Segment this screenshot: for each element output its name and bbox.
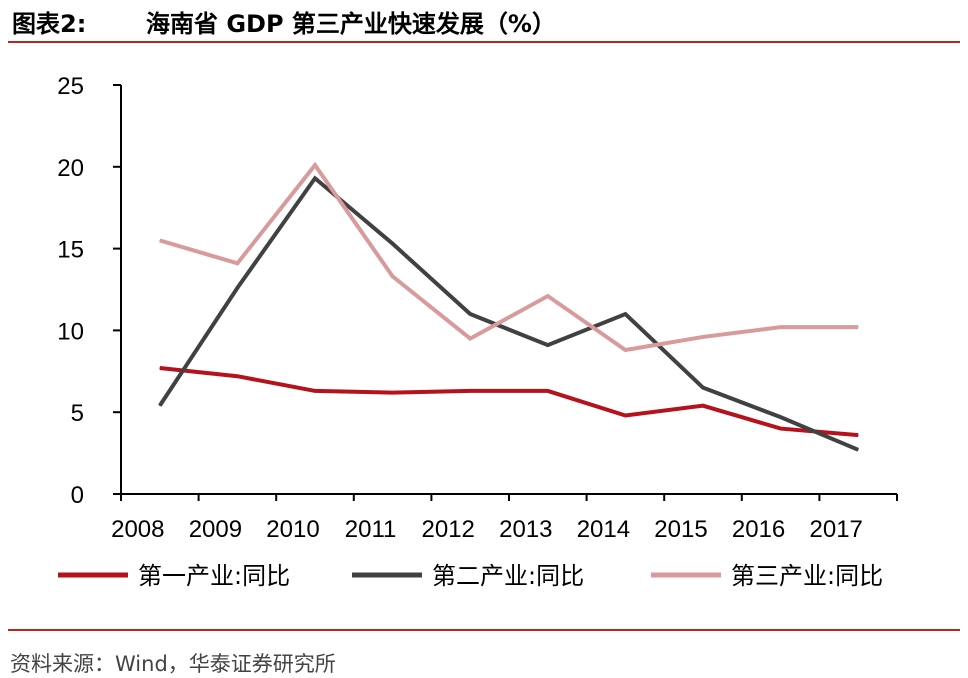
series-1-point [547,390,549,392]
series-3-point [392,275,394,277]
series-3-point [857,326,859,328]
x-tick-label: 2009 [189,516,242,543]
top-divider [8,41,960,43]
chart-axes [113,84,898,501]
y-tick-label: 15 [57,237,84,264]
series-3-point [702,336,704,338]
series-2-point [857,449,859,451]
y-tick-label: 20 [57,155,84,182]
figure-header: 图表2: 海南省 GDP 第三产业快速发展（%） [8,2,960,38]
series-3-point [236,262,238,264]
x-tick-label: 2011 [345,516,397,543]
series-2-point [236,287,238,289]
series-1-point [702,405,704,407]
figure-label: 图表2: [12,10,87,38]
series-2-point [547,344,549,346]
y-tick-labels: 0 5 10 15 20 25 [57,73,84,509]
x-tick-label: 2017 [810,516,863,543]
series-2-point [469,313,471,315]
y-tick-label: 0 [71,482,84,509]
series-3-point [159,239,161,241]
y-tick-label: 25 [57,73,84,100]
series-2-point [392,243,394,245]
series-2-point [624,313,626,315]
x-tick-label: 2010 [266,516,319,543]
series-3-point [314,164,316,166]
source-note: 资料来源：Wind，华泰证券研究所 [10,652,336,676]
legend-label-1: 第一产业:同比 [138,562,290,590]
series-2-point [702,387,704,389]
x-tick-label: 2016 [732,516,785,543]
series-line-1 [159,366,859,438]
series-2-point [314,177,316,179]
chart-series [158,161,859,452]
series-3-point [624,349,626,351]
series-1-point [314,390,316,392]
y-tick-label: 10 [57,318,84,345]
legend-label-2: 第二产业:同比 [432,562,584,590]
x-tick-label: 2013 [499,516,552,543]
series-2-point [159,405,161,407]
series-1-point [624,414,626,416]
bottom-divider [8,629,960,631]
series-1-point [780,428,782,430]
series-3-point [780,326,782,328]
series-line-2 [158,175,859,452]
series-1-point [236,375,238,377]
series-line-3 [159,161,859,353]
series-3-point [547,295,549,297]
series-2-point [780,416,782,418]
x-tick-label: 2015 [654,516,707,543]
chart-legend: 第一产业:同比 第二产业:同比 第三产业:同比 [58,562,883,590]
x-tick-label: 2012 [422,516,475,543]
series-1-point [159,367,161,369]
series-1-point [469,390,471,392]
y-tick-label: 5 [71,400,84,427]
figure-title: 海南省 GDP 第三产业快速发展（%） [146,10,556,38]
x-tick-label: 2008 [111,516,164,543]
x-tick-labels: 2008 2009 2010 2011 2012 2013 2014 2015 2016 2017 [111,516,863,543]
series-1-point [857,434,859,436]
x-tick-label: 2014 [577,516,630,543]
series-3-point [469,338,471,340]
series-1-point [392,392,394,394]
legend-label-3: 第三产业:同比 [731,562,883,590]
